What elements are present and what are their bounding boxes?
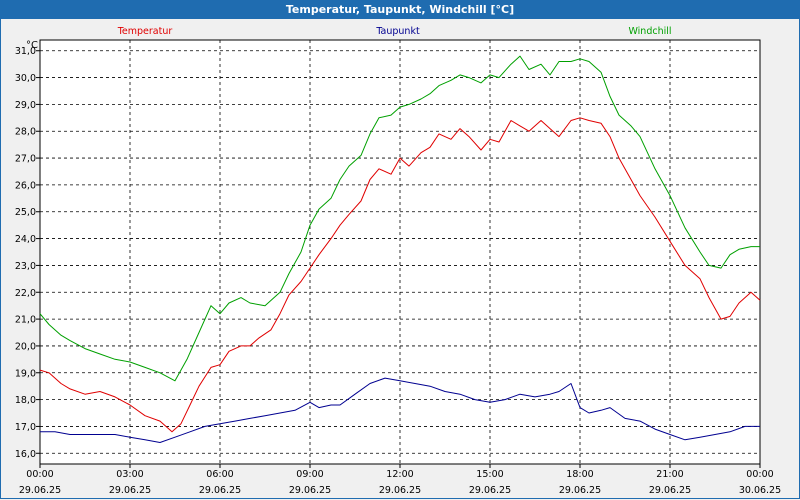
y-tick-label: 23,0 (15, 261, 36, 272)
y-tick-label: 16,0 (15, 449, 36, 460)
y-tick-label: 24,0 (15, 234, 36, 245)
legend: Temperatur Taupunkt Windchill (117, 26, 672, 37)
x-tick-time: 18:00 (566, 469, 593, 480)
y-tick-label: 27,0 (15, 154, 36, 165)
y-axis-ticks: 16,0 17,0 18,0 19,0 20,0 21,0 22,0 23,0 24,0 25,0… (15, 46, 40, 460)
y-tick-label: 31,0 (15, 46, 36, 57)
y-tick-label: 21,0 (15, 315, 36, 326)
x-tick-date: 29.06.25 (199, 485, 241, 496)
series-line-windchill (39, 55, 760, 382)
y-axis-unit: °C (26, 40, 38, 51)
y-tick-label: 30,0 (15, 73, 36, 84)
x-tick-date: 29.06.25 (379, 485, 421, 496)
y-tick-label: 29,0 (15, 100, 36, 111)
x-tick-time: 12:00 (386, 469, 413, 480)
y-tick-label: 17,0 (15, 422, 36, 433)
y-tick-label: 19,0 (15, 368, 36, 379)
x-tick-date: 29.06.25 (109, 485, 151, 496)
window-title: Temperatur, Taupunkt, Windchill [°C] (0, 0, 800, 19)
y-tick-label: 22,0 (15, 288, 36, 299)
y-tick-label: 20,0 (15, 341, 36, 352)
x-tick-time: 03:00 (116, 469, 143, 480)
legend-item-temperatur: Temperatur (117, 26, 173, 37)
series-line-temperatur (39, 117, 761, 433)
x-tick-time: 09:00 (296, 469, 323, 480)
x-tick-date: 29.06.25 (469, 485, 511, 496)
x-tick-time: 15:00 (476, 469, 503, 480)
gridlines (40, 40, 760, 464)
x-tick-date: 29.06.25 (649, 485, 691, 496)
x-tick-date: 29.06.25 (559, 485, 601, 496)
series-line-taupunkt (40, 377, 760, 443)
y-tick-label: 18,0 (15, 395, 36, 406)
x-tick-time: 21:00 (656, 469, 683, 480)
x-tick-time: 06:00 (206, 469, 233, 480)
x-tick-time: 00:00 (746, 469, 773, 480)
legend-item-taupunkt: Taupunkt (375, 26, 420, 37)
x-tick-date: 30.06.25 (739, 485, 781, 496)
legend-item-windchill: Windchill (628, 26, 671, 37)
x-tick-time: 00:00 (26, 469, 53, 480)
y-tick-label: 26,0 (15, 180, 36, 191)
x-tick-date: 29.06.25 (19, 485, 61, 496)
x-axis-ticks: 00:00 29.06.25 03:00 29.06.25 06:00 29.06.25 0… (19, 464, 781, 496)
y-tick-label: 28,0 (15, 127, 36, 138)
series-lines (39, 55, 761, 443)
y-tick-label: 25,0 (15, 207, 36, 218)
x-tick-date: 29.06.25 (289, 485, 331, 496)
